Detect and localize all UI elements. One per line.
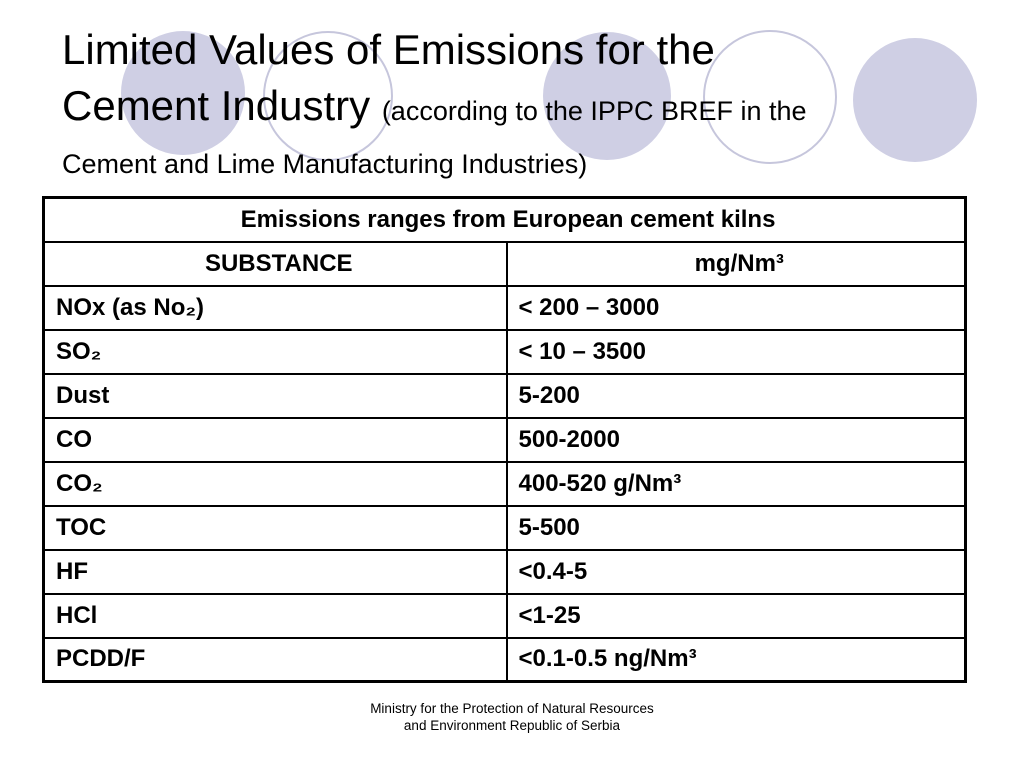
table-row: NOx (as No₂) < 200 – 3000 [42, 284, 967, 331]
table-row: CO 500-2000 [42, 416, 967, 463]
column-header-substance: SUBSTANCE [42, 240, 508, 287]
table-row: SO₂ < 10 – 3500 [42, 328, 967, 375]
slide-title: Limited Values of Emissions for the Ceme… [62, 22, 972, 184]
title-line-2-main: Cement Industry [62, 82, 382, 129]
table-row: TOC 5-500 [42, 504, 967, 551]
decorative-circle-filled-1 [121, 31, 245, 155]
table-row: Dust 5-200 [42, 372, 967, 419]
substance-cell: NOx (as No₂) [42, 284, 508, 331]
table-row: HF <0.4-5 [42, 548, 967, 595]
table-caption: Emissions ranges from European cement ki… [42, 196, 967, 243]
table-row: HCl <1-25 [42, 592, 967, 639]
substance-cell: TOC [42, 504, 508, 551]
value-cell: < 200 – 3000 [505, 284, 967, 331]
column-header-unit: mg/Nm³ [505, 240, 967, 287]
substance-cell: CO [42, 416, 508, 463]
value-cell: 5-200 [505, 372, 967, 419]
footer-line-1: Ministry for the Protection of Natural R… [370, 701, 654, 716]
substance-cell: Dust [42, 372, 508, 419]
table-row: PCDD/F <0.1-0.5 ng/Nm³ [42, 636, 967, 683]
value-cell: <0.1-0.5 ng/Nm³ [505, 636, 967, 683]
table-header-row: SUBSTANCE mg/Nm³ [42, 240, 967, 287]
title-line-3: Cement and Lime Manufacturing Industries… [62, 149, 588, 179]
value-cell: <1-25 [505, 592, 967, 639]
substance-cell: CO₂ [42, 460, 508, 507]
value-cell: 500-2000 [505, 416, 967, 463]
value-cell: <0.4-5 [505, 548, 967, 595]
table-row: CO₂ 400-520 g/Nm³ [42, 460, 967, 507]
value-cell: 400-520 g/Nm³ [505, 460, 967, 507]
title-line-2-note: (according to the IPPC BREF in the [381, 96, 807, 126]
value-cell: 5-500 [505, 504, 967, 551]
table-caption-row: Emissions ranges from European cement ki… [42, 196, 967, 243]
value-cell: < 10 – 3500 [505, 328, 967, 375]
substance-cell: HF [42, 548, 508, 595]
decorative-circle-outlined-2 [703, 30, 837, 164]
emissions-table: Emissions ranges from European cement ki… [42, 196, 967, 683]
substance-cell: SO₂ [42, 328, 508, 375]
footer-text: Ministry for the Protection of Natural R… [0, 700, 1024, 734]
footer-line-2: and Environment Republic of Serbia [403, 718, 621, 733]
decorative-circle-filled-2 [543, 32, 671, 160]
substance-cell: PCDD/F [42, 636, 508, 683]
substance-cell: HCl [42, 592, 508, 639]
title-line-2: Cement Industry (according to the IPPC B… [62, 78, 972, 144]
decorative-circle-filled-3 [853, 38, 977, 162]
decorative-circle-outlined-1 [263, 31, 393, 161]
title-line-1: Limited Values of Emissions for the [62, 26, 715, 73]
